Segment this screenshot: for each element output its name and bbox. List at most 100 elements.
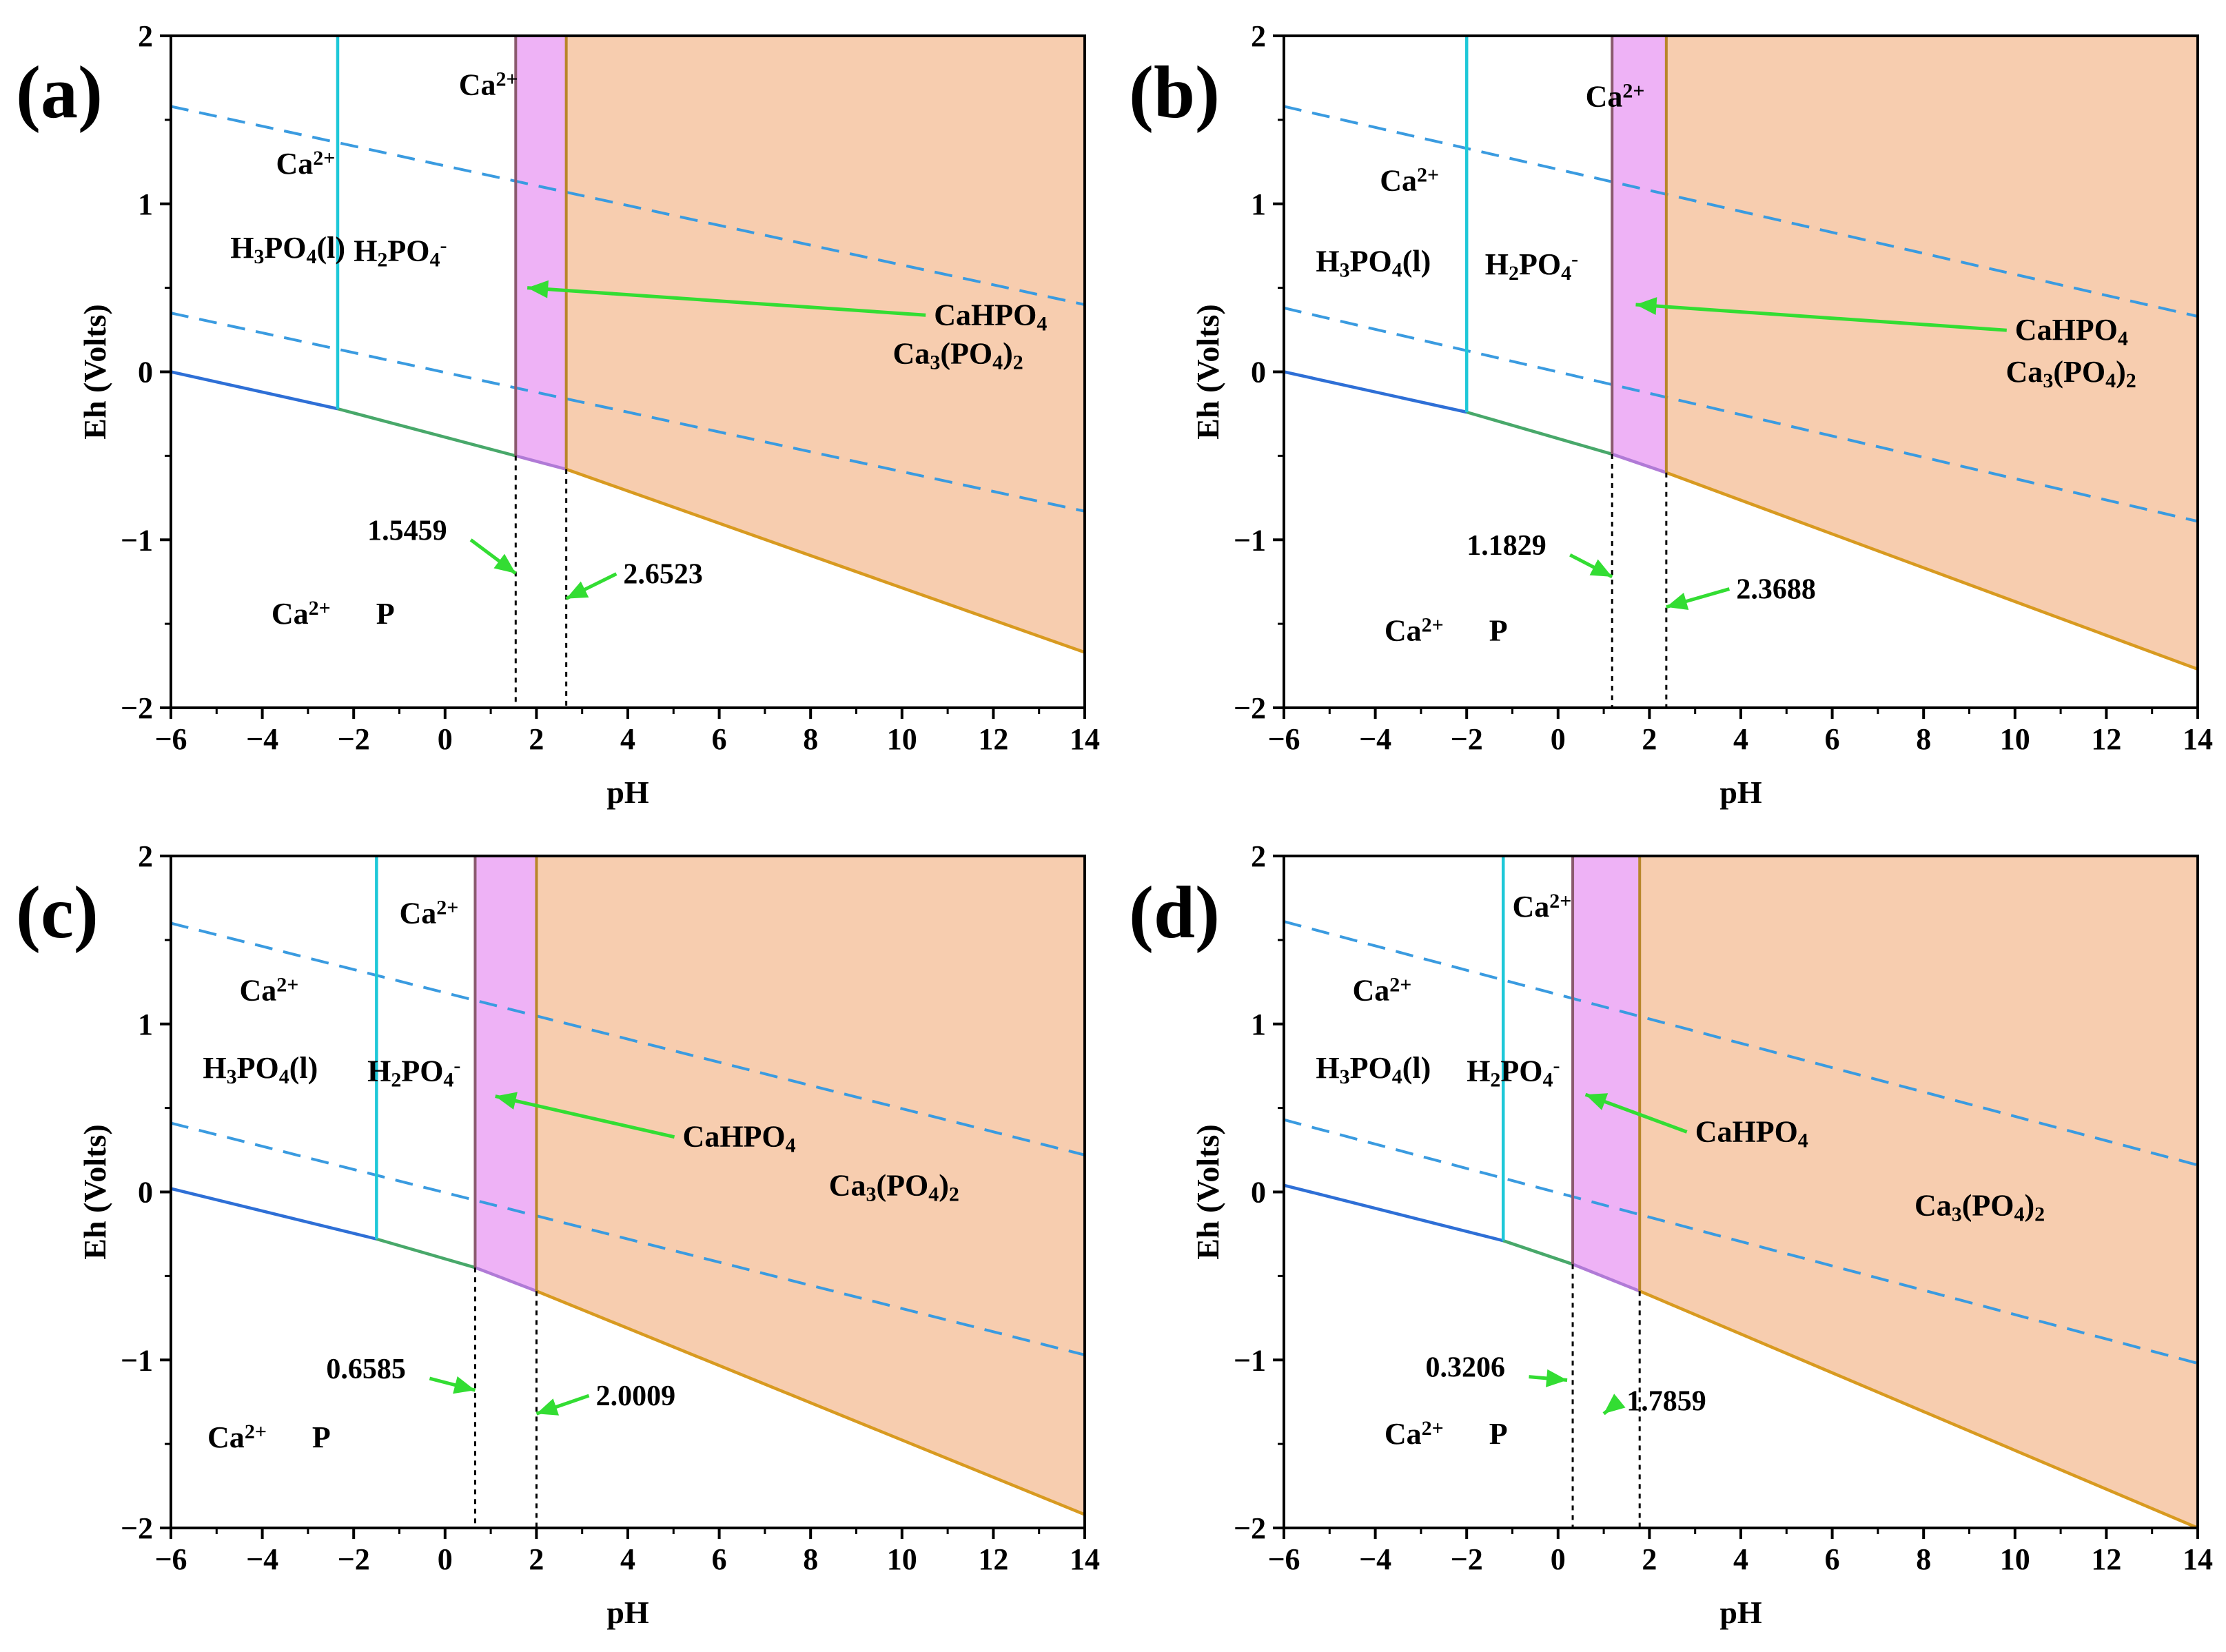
plot-area [1284,36,2198,708]
panel-label: (c) [16,872,99,954]
annotation-label: 2.6523 [623,559,703,591]
x-tick-label: 10 [2000,722,2030,756]
x-tick-label: 6 [1825,722,1840,756]
region-label: Ca2+ [276,146,335,181]
x-tick-label: 10 [2000,1542,2030,1576]
lower-boundary-segment-2 [376,1237,476,1269]
lower-boundary-segment-3 [1611,452,1667,474]
x-tick-label: 6 [712,1542,727,1576]
x-tick-label: −4 [1359,1542,1391,1576]
region-label: Ca2+ [400,896,459,930]
x-tick-label: 8 [803,722,818,756]
cahpo4-region [475,856,537,1292]
annotation-arrowhead [1604,1394,1626,1414]
lower-boundary-segment-4 [535,1289,1085,1516]
y-tick-label: 0 [138,1176,153,1210]
y-tick-label: −2 [121,691,153,725]
region-label: Ca3(PO4)2 [893,336,1023,374]
annotation-arrowhead [1585,1093,1609,1110]
x-tick-label: −2 [338,1542,370,1576]
x-axis-title: pH [606,775,649,810]
y-tick-label: −1 [1234,1343,1266,1377]
y-tick-label: −1 [1234,523,1266,557]
y-tick-label: 2 [1251,19,1266,53]
dashed-line-hydrogen [171,1121,1085,1356]
y-tick-label: −2 [1234,691,1266,725]
region-label: H2PO4- [1467,1054,1560,1092]
annotation-label: 0.6585 [326,1354,406,1385]
y-tick-label: 2 [138,839,153,873]
lower-boundary-segment-3 [515,454,567,471]
region-label: Ca2+ [239,973,298,1008]
x-tick-label: 14 [2183,1542,2213,1576]
region-label: Ca2+ P [272,597,395,631]
x-tick-label: 12 [978,722,1008,756]
lower-boundary-segment-1 [171,1187,377,1241]
y-tick-label: −2 [1234,1511,1266,1545]
region-label: H2PO4- [354,234,447,272]
annotation-label: 1.1829 [1467,530,1546,562]
y-tick-label: 1 [1251,1008,1266,1041]
plot-area [1284,856,2198,1528]
x-tick-label: 14 [2183,722,2213,756]
x-tick-label: 2 [1642,1542,1657,1576]
annotation-label: CaHPO4 [1695,1114,1808,1152]
x-tick-label: 0 [1551,1542,1566,1576]
lower-boundary-segment-3 [1572,1263,1641,1293]
x-tick-label: −2 [338,722,370,756]
x-tick-label: −2 [1451,1542,1483,1576]
region-label: H3PO4(l) [1316,1051,1431,1088]
y-tick-label: 1 [138,187,153,221]
y-tick-label: −1 [121,523,153,557]
annotation-arrowhead [1546,1369,1568,1387]
dashed-line-hydrogen [1284,1118,2198,1365]
annotation-arrowhead [495,1092,518,1110]
x-tick-label: 10 [887,722,917,756]
y-axis-title: Eh (Volts) [1190,304,1225,439]
annotation-arrowhead [1666,592,1689,610]
y-axis-title: Eh (Volts) [1190,1124,1225,1259]
y-tick-label: 0 [1251,1176,1266,1210]
x-tick-label: 8 [803,1542,818,1576]
region-label: Ca2+ P [1385,1417,1508,1451]
x-tick-label: 0 [1551,722,1566,756]
x-tick-label: 2 [1642,722,1657,756]
x-tick-label: −6 [154,722,187,756]
lower-boundary-segment-4 [565,467,1085,654]
dashed-line-hydrogen [1284,306,2198,523]
ca3po4-region [1666,36,2198,669]
region-label: Ca3(PO4)2 [829,1168,959,1205]
panel-label: (b) [1129,52,1220,134]
region-label: Ca2+ [459,68,518,102]
annotation-arrowhead [493,553,516,573]
x-tick-label: 12 [2091,1542,2121,1576]
region-label: Ca3(PO4)2 [2006,355,2136,392]
region-label: Ca2+ P [1385,613,1508,648]
annotation-label: 2.0009 [596,1380,676,1412]
lower-boundary-segment-2 [337,407,516,458]
region-label: H2PO4- [367,1054,460,1092]
annotation-label: 1.5459 [367,515,447,547]
lower-boundary-segment-1 [1284,370,1467,414]
x-tick-label: 12 [978,1542,1008,1576]
x-axis-title: pH [1719,1595,1762,1630]
dashed-line-oxygen [171,105,1085,306]
annotation-arrowhead [1635,297,1657,316]
x-tick-label: 0 [438,1542,453,1576]
x-tick-label: −2 [1451,722,1483,756]
x-tick-label: 12 [2091,722,2121,756]
dashed-line-hydrogen [171,312,1085,513]
x-tick-label: 4 [620,722,635,756]
region-label: Ca2+ P [207,1420,331,1455]
x-tick-label: 2 [529,1542,544,1576]
x-axis-title: pH [606,1595,649,1630]
region-label: Ca2+ [1586,79,1645,114]
annotation-arrowhead [566,581,589,599]
y-tick-label: 1 [138,1008,153,1041]
region-label: Ca2+ [1513,889,1572,924]
y-tick-label: 1 [1251,187,1266,221]
